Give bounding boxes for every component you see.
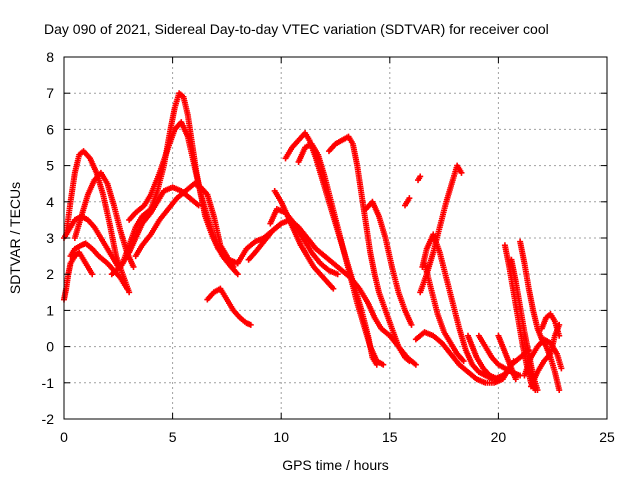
y-tick-label: 3 [46, 230, 54, 246]
y-tick-label: 1 [46, 302, 54, 318]
data-points [61, 90, 565, 394]
x-tick-label: 15 [382, 429, 398, 445]
series-arc-19 [415, 173, 424, 184]
data-point-marker [330, 285, 337, 292]
data-point-marker [512, 376, 519, 383]
series-arc-31 [527, 321, 563, 390]
data-point-marker [534, 387, 541, 394]
y-tick-label: 7 [46, 85, 54, 101]
y-tick-label: 8 [46, 49, 54, 65]
series-arc-18 [402, 195, 413, 209]
data-point-marker [556, 332, 563, 339]
y-axis-label: SDTVAR / TECUs [7, 182, 23, 294]
series-arc-26 [495, 332, 519, 383]
data-point-marker [130, 263, 137, 270]
series-arc-20 [417, 162, 465, 296]
data-point-marker [406, 195, 413, 202]
data-point-marker [458, 169, 465, 176]
x-tick-label: 10 [273, 429, 289, 445]
data-point-marker [234, 271, 241, 278]
y-tick-label: -2 [42, 411, 55, 427]
series-arc-12 [267, 206, 341, 278]
data-point-marker [247, 321, 254, 328]
data-point-marker [408, 321, 415, 328]
data-point-marker [195, 202, 202, 209]
data-point-marker [406, 358, 413, 365]
series-arc-11 [245, 216, 419, 368]
y-tick-label: -1 [42, 375, 55, 391]
data-point-marker [417, 173, 424, 180]
series-arc-10 [204, 285, 254, 328]
data-point-marker [380, 361, 387, 368]
series-arc-22 [421, 260, 467, 365]
x-tick-label: 20 [491, 429, 507, 445]
y-tick-label: 4 [46, 194, 54, 210]
series-arc-13 [271, 187, 337, 292]
x-axis-label: GPS time / hours [282, 457, 389, 473]
chart-title: Day 090 of 2021, Sidereal Day-to-day VTE… [44, 21, 549, 37]
data-point-marker [334, 271, 341, 278]
data-point-marker [126, 289, 133, 296]
series-arc-21 [419, 231, 506, 383]
grid-lines [64, 57, 607, 419]
data-point-marker [510, 358, 517, 365]
series-arc-2 [67, 240, 130, 292]
y-tick-label: 0 [46, 339, 54, 355]
series-arc-16 [325, 133, 413, 365]
y-tick-label: 5 [46, 158, 54, 174]
series-arc-4 [63, 148, 133, 296]
data-point-marker [89, 271, 96, 278]
series-arc-5 [71, 169, 137, 270]
data-point-marker [412, 361, 419, 368]
data-point-marker [556, 387, 563, 394]
axis-ticks: 0 5 10 15 20 25 -2 -1 0 1 2 3 4 5 6 7 8 [42, 49, 615, 445]
series-arc-32 [538, 311, 563, 339]
data-point-marker [558, 365, 565, 372]
x-tick-label: 25 [599, 429, 615, 445]
x-tick-label: 5 [169, 429, 177, 445]
y-tick-label: 2 [46, 266, 54, 282]
data-point-marker [460, 358, 467, 365]
series-arc-1 [61, 249, 96, 303]
y-tick-label: 6 [46, 121, 54, 137]
series-arc-15 [295, 140, 387, 368]
series-arc-17 [362, 198, 415, 328]
x-tick-label: 0 [60, 429, 68, 445]
